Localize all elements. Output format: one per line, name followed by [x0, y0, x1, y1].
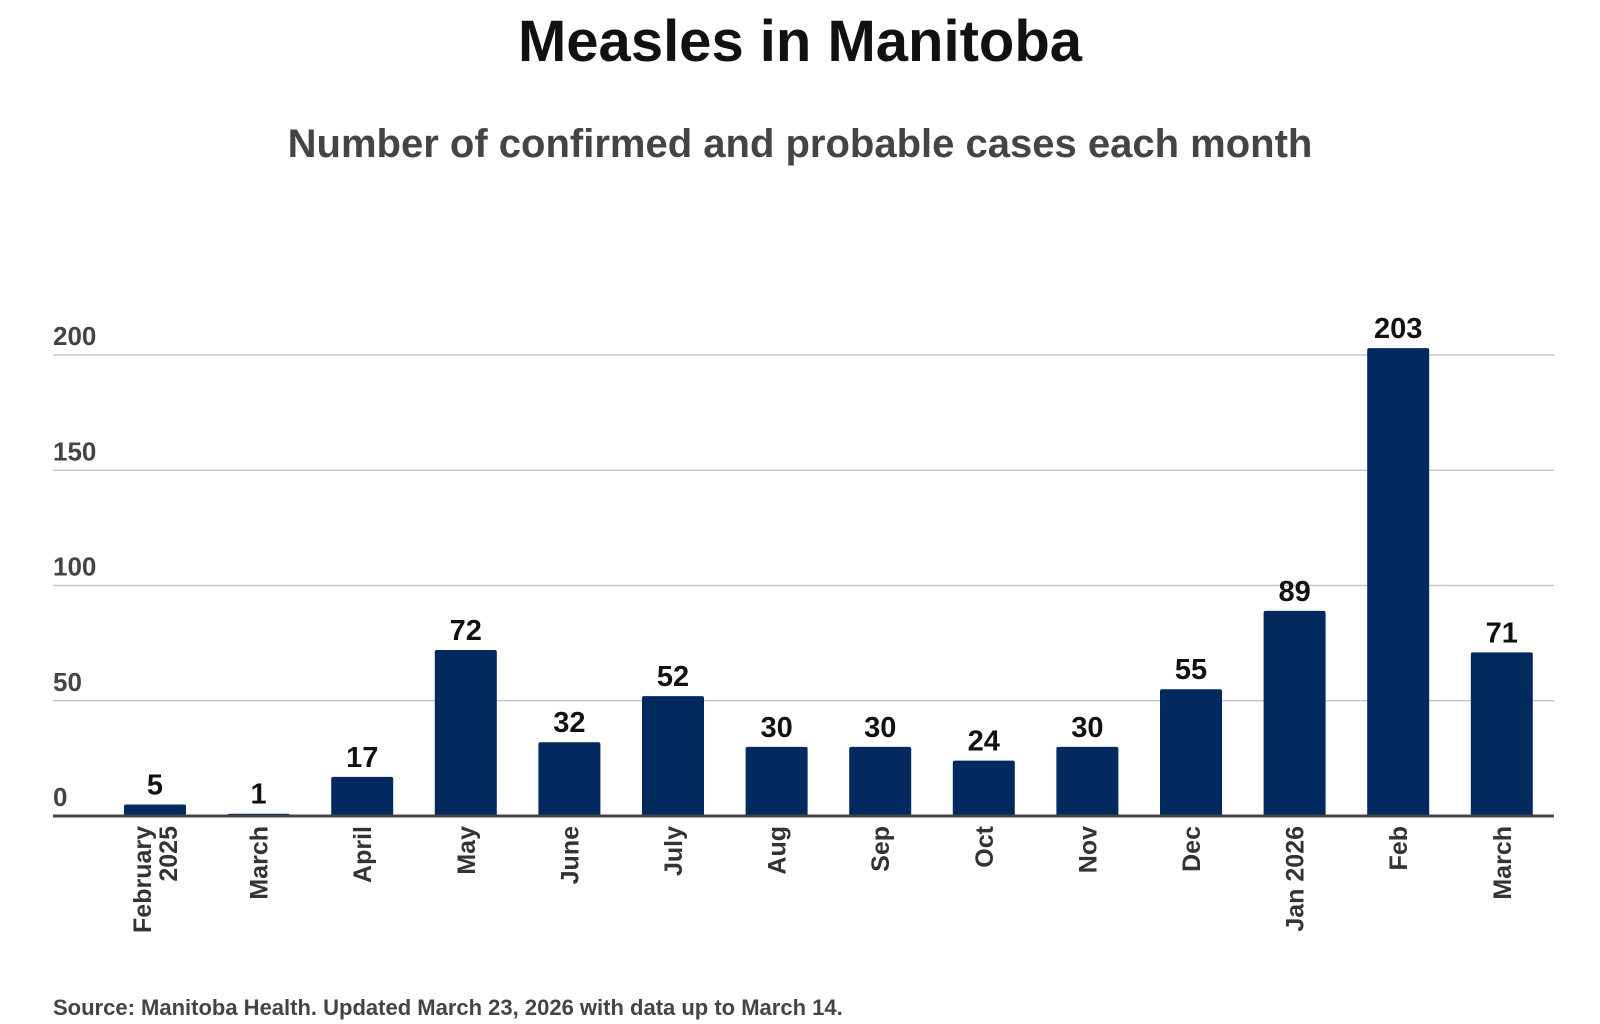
data-label: 72	[450, 615, 482, 647]
x-tick-text: Oct	[971, 825, 999, 867]
x-tick-text: February2025	[129, 826, 183, 933]
bar	[745, 746, 808, 816]
data-label: 55	[1175, 654, 1207, 686]
bar	[952, 760, 1015, 816]
bar	[642, 696, 704, 816]
x-tick-text: Feb	[1385, 826, 1413, 870]
x-tick-label: Sep	[867, 826, 895, 872]
x-tick-label: Aug	[764, 826, 792, 875]
x-tick-label: Dec	[1178, 826, 1206, 872]
x-tick-text: April	[349, 826, 377, 883]
x-tick-label: Jan 2026	[1282, 826, 1310, 932]
x-tick-text: Nov	[1074, 826, 1102, 873]
x-tick-text: March	[1489, 826, 1517, 900]
x-tick-text: June	[556, 826, 584, 884]
bar	[434, 650, 497, 816]
x-tick-text: Dec	[1178, 826, 1206, 872]
data-label: 24	[968, 726, 1000, 758]
x-tick-label: July	[660, 826, 688, 876]
data-label: 30	[760, 712, 792, 744]
bar	[1056, 746, 1119, 816]
bar	[124, 804, 186, 816]
source-note: Source: Manitoba Health. Updated March 2…	[53, 995, 843, 1020]
y-tick-label: 150	[53, 436, 96, 466]
chart-subtitle: Number of confirmed and probable cases e…	[287, 122, 1313, 166]
y-tick-label: 50	[53, 667, 82, 697]
x-tick-label: June	[556, 826, 584, 884]
data-label: 71	[1486, 617, 1518, 649]
x-tick-text: July	[660, 826, 688, 876]
bar	[1470, 652, 1533, 816]
y-tick-label: 100	[53, 552, 96, 582]
bar	[849, 746, 912, 816]
x-tick-label: Feb	[1385, 826, 1413, 870]
x-tick-text: May	[453, 826, 481, 875]
chart-title: Measles in Manitoba	[517, 9, 1083, 74]
bar	[538, 742, 601, 816]
x-tick-label: May	[453, 826, 481, 875]
y-tick-label: 200	[53, 321, 96, 351]
x-tick-label: March	[1489, 826, 1517, 900]
bar	[331, 776, 394, 816]
x-tick-text: March	[246, 826, 274, 900]
data-label: 5	[147, 769, 163, 801]
x-tick-label: April	[349, 826, 377, 883]
x-tick-label: Oct	[971, 825, 999, 867]
data-label: 30	[1071, 712, 1103, 744]
data-label: 52	[657, 661, 689, 693]
bar	[1263, 610, 1326, 816]
bar	[1367, 348, 1430, 816]
data-label: 89	[1278, 576, 1310, 608]
data-label: 30	[864, 712, 896, 744]
data-label: 32	[553, 707, 585, 739]
bar	[1160, 689, 1222, 816]
y-tick-label: 0	[53, 782, 67, 812]
x-tick-text: Jan 2026	[1282, 826, 1310, 932]
data-label: 1	[251, 779, 267, 811]
x-tick-label: Nov	[1074, 826, 1102, 873]
x-tick-label: March	[246, 826, 274, 900]
data-label: 203	[1374, 313, 1422, 345]
x-tick-text: Sep	[867, 826, 895, 872]
x-tick-label: February2025	[129, 826, 183, 933]
data-label: 17	[346, 742, 378, 774]
x-tick-text: Aug	[764, 826, 792, 875]
